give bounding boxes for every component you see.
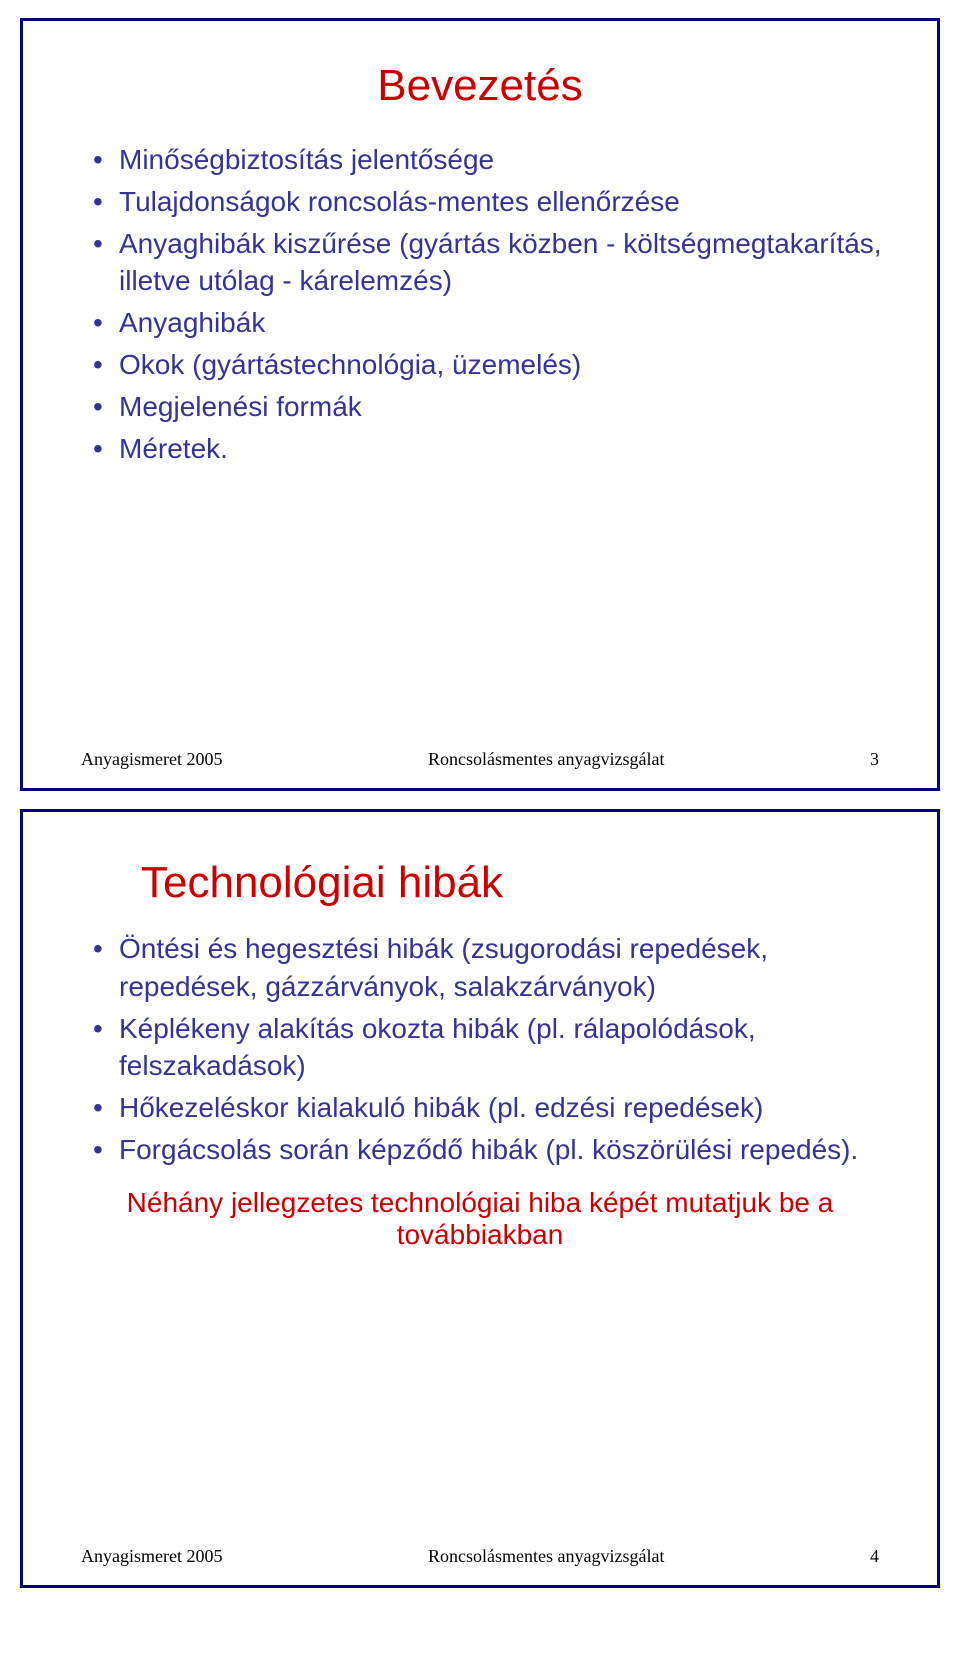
footer-page-number: 3 bbox=[870, 749, 879, 770]
list-item: Képlékeny alakítás okozta hibák (pl. rál… bbox=[93, 1010, 889, 1086]
slide-2: Technológiai hibák Öntési és hegesztési … bbox=[20, 809, 940, 1588]
list-item: Öntési és hegesztési hibák (zsugorodási … bbox=[93, 930, 889, 1006]
list-item: Forgácsolás során képződő hibák (pl. kös… bbox=[93, 1131, 889, 1169]
list-item: Megjelenési formák bbox=[93, 388, 889, 426]
slide-1-bullets: Minőségbiztosítás jelentősége Tulajdonsá… bbox=[71, 141, 889, 467]
footer-left: Anyagismeret 2005 bbox=[81, 749, 222, 770]
slide-1-content: Bevezetés Minőségbiztosítás jelentősége … bbox=[71, 61, 889, 721]
footer-center: Roncsolásmentes anyagvizsgálat bbox=[428, 1546, 664, 1567]
list-item: Méretek. bbox=[93, 430, 889, 468]
list-item: Anyaghibák kiszűrése (gyártás közben - k… bbox=[93, 225, 889, 301]
slide-2-title: Technológiai hibák bbox=[71, 858, 889, 908]
slide-1-footer: Anyagismeret 2005 Roncsolásmentes anyagv… bbox=[71, 749, 889, 770]
footer-center: Roncsolásmentes anyagvizsgálat bbox=[428, 749, 664, 770]
list-item: Tulajdonságok roncsolás-mentes ellenőrzé… bbox=[93, 183, 889, 221]
slide-1-title: Bevezetés bbox=[71, 61, 889, 111]
list-item: Anyaghibák bbox=[93, 304, 889, 342]
slide-2-content: Technológiai hibák Öntési és hegesztési … bbox=[71, 858, 889, 1518]
footer-page-number: 4 bbox=[870, 1546, 879, 1567]
slide-2-subtext: Néhány jellegzetes technológiai hiba kép… bbox=[71, 1187, 889, 1251]
footer-left: Anyagismeret 2005 bbox=[81, 1546, 222, 1567]
slide-2-footer: Anyagismeret 2005 Roncsolásmentes anyagv… bbox=[71, 1546, 889, 1567]
slide-1: Bevezetés Minőségbiztosítás jelentősége … bbox=[20, 18, 940, 791]
slide-2-bullets: Öntési és hegesztési hibák (zsugorodási … bbox=[71, 930, 889, 1169]
list-item: Minőségbiztosítás jelentősége bbox=[93, 141, 889, 179]
list-item: Okok (gyártástechnológia, üzemelés) bbox=[93, 346, 889, 384]
list-item: Hőkezeléskor kialakuló hibák (pl. edzési… bbox=[93, 1089, 889, 1127]
